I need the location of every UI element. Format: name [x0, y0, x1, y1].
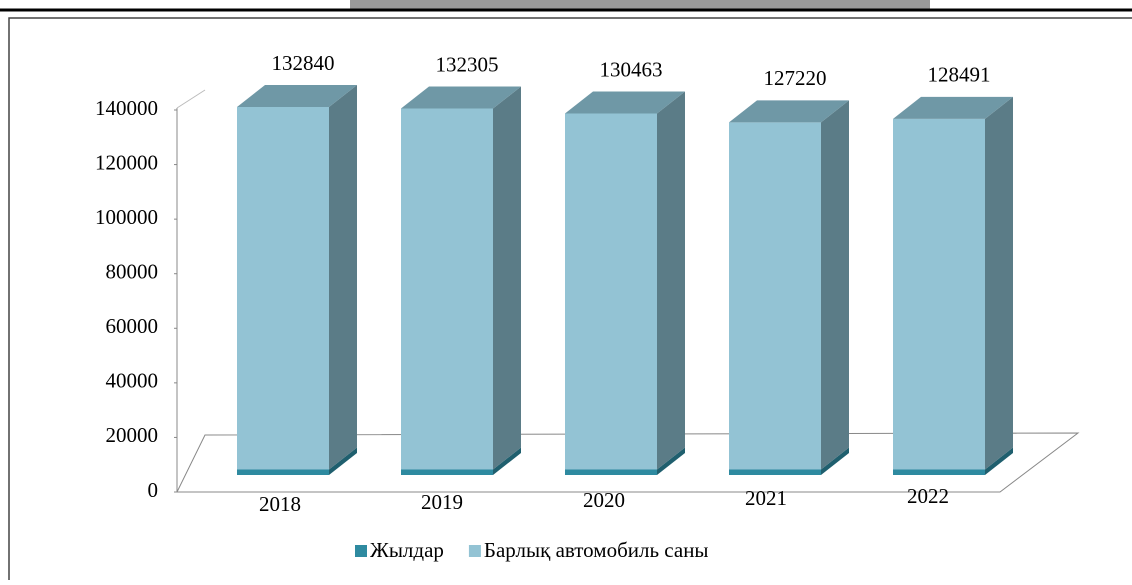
bar-segment [893, 96, 1013, 470]
x-tick-label: 2018 [259, 492, 301, 516]
bar-front [893, 469, 985, 475]
bar-side [493, 86, 521, 470]
y-tick-label: 140000 [95, 96, 158, 120]
x-tick-label: 2020 [583, 488, 625, 512]
legend-label: Жылдар [370, 538, 444, 562]
bar-segment [565, 91, 685, 470]
legend-swatch [355, 545, 367, 557]
bar-top [401, 86, 521, 109]
bar-front [893, 118, 985, 470]
bar-side [329, 447, 357, 475]
y-tick-label: 100000 [95, 205, 158, 229]
y-tick-label: 0 [148, 478, 159, 502]
x-tick-label: 2022 [907, 484, 949, 508]
bar-front [565, 469, 657, 475]
bar-side [493, 447, 521, 475]
data-label: 132840 [272, 51, 335, 75]
axis-depth [176, 89, 206, 109]
y-tick-label: 40000 [106, 369, 159, 393]
data-label: 127220 [764, 66, 827, 90]
bar-segment [401, 86, 521, 470]
data-label: 130463 [600, 57, 663, 81]
bar-segment [237, 85, 357, 470]
bar-side [821, 100, 849, 470]
y-tick-label: 80000 [106, 260, 159, 284]
bar-front [729, 469, 821, 475]
bar-side [657, 447, 685, 475]
bar-front [565, 113, 657, 470]
bar-side [985, 447, 1013, 475]
bar-segment [237, 447, 357, 475]
header-image [350, 0, 930, 9]
data-label: 128491 [928, 63, 991, 87]
legend-swatch [468, 545, 481, 557]
bar-side [657, 91, 685, 470]
bar-side [329, 85, 357, 470]
bar-segment [401, 447, 521, 475]
bar-front [237, 107, 329, 470]
bar-top [893, 96, 1013, 119]
bar-front [401, 108, 493, 470]
bar-segment [893, 447, 1013, 475]
bar-top [565, 91, 685, 114]
bar-side [985, 96, 1013, 470]
y-tick-label: 120000 [95, 150, 158, 174]
bar-front [237, 469, 329, 475]
chart-frame [8, 17, 1132, 585]
x-tick-label: 2021 [745, 486, 787, 510]
bar-segment [729, 447, 849, 475]
data-label: 132305 [436, 52, 499, 76]
bar-front [401, 469, 493, 475]
bar-side [821, 447, 849, 475]
bar-segment [565, 447, 685, 475]
bar-segment [729, 100, 849, 470]
bar-front [729, 122, 821, 470]
bar-top [729, 100, 849, 123]
y-tick-label: 20000 [106, 423, 159, 447]
bar-top [237, 85, 357, 108]
legend-label: Барлық автомобиль саны [484, 538, 709, 562]
x-tick-label: 2019 [421, 490, 463, 514]
y-tick-label: 60000 [106, 314, 159, 338]
